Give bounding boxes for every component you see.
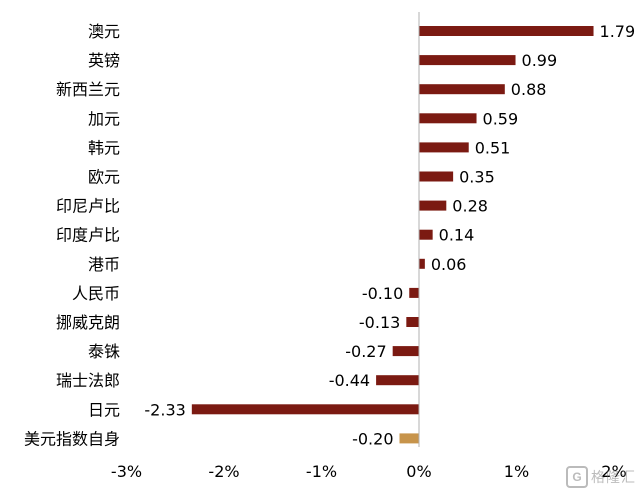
value-label: 0.28	[452, 197, 488, 216]
value-labels-group: 1.79 0.99 0.88 0.59 0.51 0.35 0.28 0.14 0.06 -0.1…	[144, 22, 635, 448]
bar-1	[419, 55, 516, 66]
value-label: 0.59	[483, 109, 519, 128]
category-label: 挪威克朗	[56, 313, 120, 332]
bar-13	[191, 404, 419, 415]
bar-3	[419, 113, 477, 124]
value-label: 1.79	[600, 22, 636, 41]
bar-4	[419, 142, 469, 153]
bar-7	[419, 229, 433, 240]
value-label: 0.35	[459, 168, 495, 187]
bar-11	[392, 346, 419, 357]
x-tick-label: 1%	[504, 462, 529, 481]
x-tick-label: -2%	[208, 462, 239, 481]
category-label: 印尼卢比	[56, 197, 120, 216]
bar-9	[409, 287, 419, 298]
value-label: 0.06	[431, 255, 467, 274]
value-label: 0.51	[475, 138, 511, 157]
category-label: 印度卢比	[56, 226, 120, 245]
category-label: 日元	[88, 400, 120, 419]
x-tick-label: 2%	[601, 462, 626, 481]
watermark: G 格隆汇	[566, 466, 636, 488]
watermark-text: 格隆汇	[591, 470, 636, 486]
category-label: 加元	[88, 109, 120, 128]
value-label: 0.99	[522, 51, 558, 70]
bar-5	[419, 171, 454, 182]
value-label: -0.10	[362, 284, 403, 303]
bar-12	[376, 375, 419, 386]
bar-2	[419, 84, 505, 95]
category-label: 澳元	[88, 22, 120, 41]
category-label: 欧元	[88, 168, 120, 187]
bar-14	[399, 433, 419, 444]
x-tick-label: -3%	[111, 462, 142, 481]
category-label: 泰铢	[88, 342, 120, 361]
category-label: 瑞士法郎	[56, 371, 120, 390]
x-tick-label: 0%	[406, 462, 431, 481]
value-label: -0.44	[329, 371, 370, 390]
bars-group	[191, 26, 594, 444]
value-label: -0.20	[352, 429, 393, 448]
bar-6	[419, 200, 447, 211]
value-label: -0.13	[359, 313, 400, 332]
bar-8	[419, 258, 425, 269]
category-label: 英镑	[88, 51, 120, 70]
value-label: -2.33	[144, 400, 185, 419]
category-label: 美元指数自身	[24, 429, 120, 448]
bar-10	[406, 317, 419, 327]
category-label: 韩元	[88, 138, 120, 157]
x-axis-ticks-group: -3% -2% -1% 0% 1% 2%	[111, 462, 627, 481]
value-label: -0.27	[345, 342, 386, 361]
watermark-logo-icon: G	[566, 466, 588, 488]
value-label: 0.88	[511, 80, 547, 99]
value-label: 0.14	[439, 226, 475, 245]
bar-0	[419, 26, 594, 36]
category-label: 人民币	[72, 284, 120, 303]
category-label: 新西兰元	[56, 80, 120, 99]
x-tick-label: -1%	[306, 462, 337, 481]
category-labels-group: 澳元英镑新西兰元加元韩元欧元印尼卢比印度卢比港币人民币挪威克朗泰铢瑞士法郎日元美…	[24, 22, 120, 448]
category-label: 港币	[88, 255, 120, 274]
